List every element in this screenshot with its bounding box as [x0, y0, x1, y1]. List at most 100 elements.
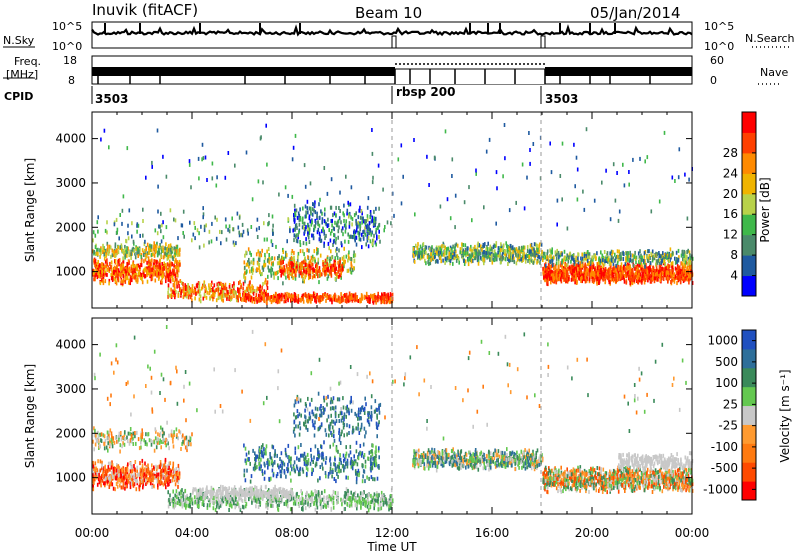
echo: [579, 264, 581, 269]
echo: [516, 249, 519, 254]
echo: [312, 291, 315, 296]
echo: [134, 264, 136, 269]
echo: [106, 258, 108, 263]
echo: [330, 205, 333, 210]
echo: [158, 245, 160, 250]
echo: [607, 259, 609, 264]
echo: [173, 217, 175, 222]
echo: [310, 211, 312, 216]
echo: [303, 221, 305, 226]
echo: [628, 256, 630, 261]
echo: [470, 259, 473, 264]
echo: [508, 258, 510, 263]
echo: [572, 272, 574, 277]
echo: [288, 266, 290, 271]
echo: [576, 280, 578, 285]
echo: [342, 211, 344, 216]
echo: [306, 294, 308, 299]
echo: [549, 248, 551, 253]
echo: [258, 226, 260, 231]
echo: [104, 228, 107, 233]
echo: [646, 268, 649, 273]
echo: [267, 258, 269, 263]
echo: [441, 244, 443, 249]
echo: [337, 269, 339, 274]
echo: [583, 266, 586, 271]
echo: [200, 286, 203, 291]
echo: [477, 259, 480, 263]
echo: [198, 284, 200, 289]
echo: [206, 178, 208, 182]
echo: [289, 262, 291, 267]
echo: [357, 220, 359, 225]
echo: [268, 220, 270, 225]
echo: [339, 273, 341, 278]
echo: [630, 280, 633, 285]
echo: [202, 156, 205, 161]
echo: [104, 264, 106, 269]
echo: [312, 236, 315, 241]
echo: [686, 277, 689, 282]
echo: [294, 276, 297, 281]
echo: [433, 255, 436, 260]
echo: [240, 285, 242, 290]
echo: [642, 258, 645, 263]
echo: [263, 289, 265, 294]
echo: [157, 269, 160, 274]
echo: [601, 272, 603, 277]
echo: [340, 292, 342, 297]
echo: [636, 275, 639, 280]
echo: [686, 216, 689, 221]
echo: [509, 255, 511, 260]
echo: [273, 295, 275, 300]
echo: [663, 255, 665, 260]
echo: [116, 230, 118, 235]
echo: [305, 237, 307, 242]
echo: [290, 264, 293, 269]
echo: [671, 267, 673, 272]
echo: [384, 225, 386, 229]
echo: [97, 229, 99, 234]
echo: [315, 269, 317, 273]
echo: [318, 237, 321, 242]
echo: [188, 159, 191, 164]
echo: [162, 220, 164, 225]
echo: [684, 277, 686, 282]
echo: [559, 253, 562, 258]
echo: [176, 260, 179, 265]
echo: [278, 299, 281, 304]
echo: [199, 289, 201, 294]
echo: [684, 270, 687, 274]
echo: [423, 248, 425, 252]
echo: [180, 291, 182, 296]
echo: [461, 254, 463, 259]
echo: [510, 246, 513, 250]
echo: [533, 242, 536, 247]
echo: [561, 258, 563, 263]
echo: [652, 276, 654, 281]
echo: [343, 264, 345, 269]
echo: [444, 257, 447, 261]
echo: [153, 264, 155, 269]
echo: [143, 273, 145, 278]
echo: [97, 251, 99, 256]
echo: [326, 256, 329, 261]
echo: [600, 256, 603, 261]
echo: [355, 242, 358, 247]
echo: [108, 267, 111, 272]
radar-title: Inuvik (fitACF): [92, 1, 198, 19]
echo: [318, 202, 320, 207]
echo: [359, 223, 362, 228]
echo: [323, 229, 325, 234]
echo: [488, 137, 491, 142]
echo: [97, 274, 100, 278]
echo: [652, 265, 655, 270]
echo: [272, 223, 274, 228]
echo: [351, 295, 353, 300]
echo: [463, 250, 466, 255]
echo: [343, 213, 345, 218]
echo: [538, 248, 540, 253]
echo: [293, 233, 296, 238]
echo: [314, 210, 317, 215]
echo: [594, 275, 596, 280]
